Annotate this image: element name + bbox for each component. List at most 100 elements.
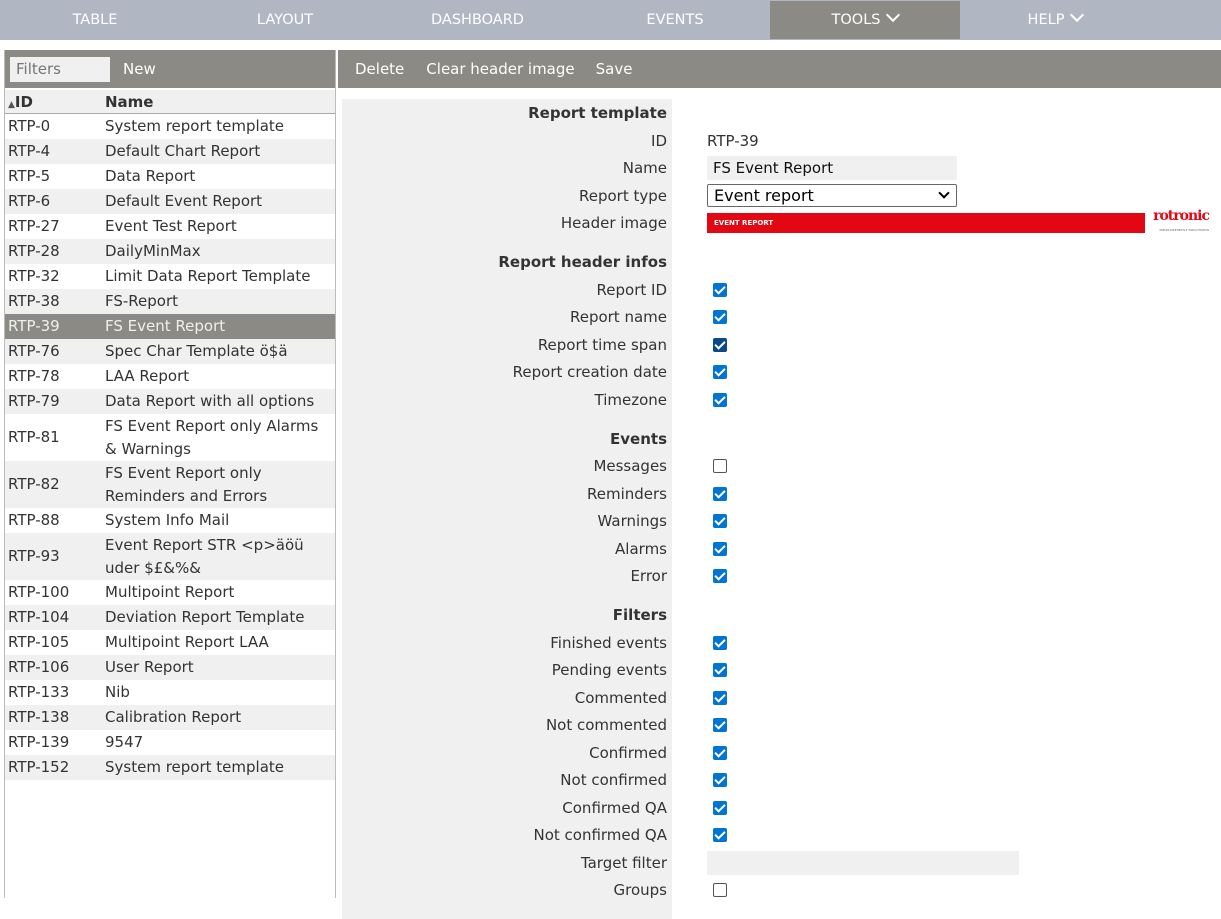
list-item[interactable]: RTP-39 FS Event Report: [5, 314, 335, 339]
list-item-name: Deviation Report Template: [105, 608, 305, 627]
template-list-panel: New ▲ID Name RTP-0 System report template…: [4, 50, 336, 898]
list-item-id: RTP-100: [8, 583, 70, 602]
list-item[interactable]: RTP-0 System report template: [5, 114, 335, 139]
report-type-select[interactable]: Event report: [707, 184, 957, 208]
nav-table[interactable]: TABLE: [72, 12, 118, 28]
timezone-checkbox[interactable]: [713, 392, 727, 407]
list-item[interactable]: RTP-82 FS Event Report only Reminders and…: [5, 461, 335, 508]
report-name-label: Report name: [569, 308, 667, 327]
filter-input[interactable]: [10, 56, 110, 82]
list-item-name: Data Report with all options: [105, 392, 315, 411]
label-column-background: [342, 99, 672, 919]
column-id-header[interactable]: ▲ID: [5, 90, 105, 113]
reminders-label: Reminders: [587, 484, 667, 503]
list-item[interactable]: RTP-4 Default Chart Report: [5, 139, 335, 164]
list-item-name: 9547: [105, 733, 144, 752]
list-item-name: Nib: [105, 683, 130, 702]
report-creation-date-checkbox[interactable]: [713, 365, 727, 380]
not-confirmed-qa-label: Not confirmed QA: [533, 826, 667, 845]
list-item[interactable]: RTP-139 9547: [5, 730, 335, 755]
list-item-name: LAA Report: [105, 367, 190, 386]
list-item-id: RTP-32: [8, 267, 60, 286]
list-item[interactable]: RTP-105 Multipoint Report LAA: [5, 630, 335, 655]
list-item[interactable]: RTP-100 Multipoint Report: [5, 580, 335, 605]
new-button[interactable]: New: [123, 60, 156, 78]
list-item-name: User Report: [105, 658, 194, 677]
top-nav: TABLE LAYOUT DASHBOARD EVENTS TOOLS HELP: [0, 0, 1221, 40]
list-header: ▲ID Name: [5, 90, 335, 114]
template-form: Report template ID RTP-39 Name Report typ…: [342, 99, 1221, 919]
not-confirmed-checkbox[interactable]: [713, 773, 727, 788]
list-item[interactable]: RTP-88 System Info Mail: [5, 508, 335, 533]
list-item-id: RTP-81: [8, 428, 60, 447]
delete-button[interactable]: Delete: [355, 60, 405, 78]
list-item-name: Calibration Report: [105, 708, 242, 727]
list-item-name: Default Event Report: [105, 192, 263, 211]
nav-layout[interactable]: LAYOUT: [256, 12, 314, 28]
list-item[interactable]: RTP-152 System report template: [5, 755, 335, 780]
list-item[interactable]: RTP-38 FS-Report: [5, 289, 335, 314]
list-item-id: RTP-106: [8, 658, 70, 677]
list-item-id: RTP-5: [8, 167, 51, 186]
name-input[interactable]: [707, 156, 957, 181]
alarms-checkbox[interactable]: [713, 541, 727, 556]
list-item[interactable]: RTP-106 User Report: [5, 655, 335, 680]
nav-events[interactable]: EVENTS: [646, 12, 704, 28]
list-item[interactable]: RTP-6 Default Event Report: [5, 189, 335, 214]
report-name-checkbox[interactable]: [713, 310, 727, 325]
groups-checkbox[interactable]: [713, 883, 727, 898]
not-commented-checkbox[interactable]: [713, 718, 727, 733]
list-item-id: RTP-4: [8, 142, 51, 161]
list-item-name: Default Chart Report: [105, 142, 261, 161]
list-item-name: Spec Char Template ö$ä: [105, 342, 288, 361]
list-item-id: RTP-76: [8, 342, 60, 361]
reminders-checkbox[interactable]: [713, 486, 727, 501]
list-item[interactable]: RTP-81 FS Event Report only Alarms & Warn…: [5, 414, 335, 461]
list-item[interactable]: RTP-32 Limit Data Report Template: [5, 264, 335, 289]
not-confirmed-qa-checkbox[interactable]: [713, 828, 727, 843]
commented-checkbox[interactable]: [713, 690, 727, 705]
error-checkbox[interactable]: [713, 569, 727, 584]
logo-subtext: MEASUREMENT SOLUTIONS: [1159, 228, 1209, 233]
list-item-name: Event Report STR <p>äöü uder $£&%&: [105, 536, 304, 577]
target-filter-input[interactable]: [707, 850, 1019, 875]
column-name-header[interactable]: Name: [105, 93, 154, 111]
header-image-banner: EVENT REPORT: [707, 213, 1146, 234]
nav-dashboard[interactable]: DASHBOARD: [431, 12, 524, 28]
header-image: EVENT REPORT rotronic MEASUREMENT SOLUTION…: [707, 209, 1210, 234]
save-button[interactable]: Save: [595, 60, 633, 78]
messages-checkbox[interactable]: [713, 459, 727, 474]
list-item-id: RTP-39: [8, 317, 60, 336]
list-item-name: FS Event Report only Alarms & Warnings: [105, 417, 319, 458]
list-item[interactable]: RTP-28 DailyMinMax: [5, 239, 335, 264]
confirmed-qa-checkbox[interactable]: [713, 800, 727, 815]
confirmed-label: Confirmed: [589, 743, 667, 762]
list-item[interactable]: RTP-133 Nib: [5, 680, 335, 705]
finished-events-checkbox[interactable]: [713, 635, 727, 650]
confirmed-checkbox[interactable]: [713, 745, 727, 760]
list-item[interactable]: RTP-27 Event Test Report: [5, 214, 335, 239]
name-label: Name: [622, 159, 667, 178]
list-item[interactable]: RTP-76 Spec Char Template ö$ä: [5, 339, 335, 364]
list-item[interactable]: RTP-104 Deviation Report Template: [5, 605, 335, 630]
list-item[interactable]: RTP-93 Event Report STR <p>äöü uder $£&%&: [5, 533, 335, 580]
clear-header-image-button[interactable]: Clear header image: [426, 60, 575, 78]
report-id-checkbox[interactable]: [713, 282, 727, 297]
warnings-checkbox[interactable]: [713, 514, 727, 529]
pending-events-label: Pending events: [551, 661, 667, 680]
list-item-id: RTP-6: [8, 192, 51, 211]
nav-help[interactable]: HELP: [960, 0, 1150, 40]
report-time-span-checkbox[interactable]: [713, 337, 727, 352]
list-item[interactable]: RTP-78 LAA Report: [5, 364, 335, 389]
list-item[interactable]: RTP-79 Data Report with all options: [5, 389, 335, 414]
chevron-down-icon: [938, 187, 950, 199]
list-item-id: RTP-38: [8, 292, 60, 311]
list-item[interactable]: RTP-138 Calibration Report: [5, 705, 335, 730]
list-item[interactable]: RTP-5 Data Report: [5, 164, 335, 189]
list-item-id: RTP-105: [8, 633, 70, 652]
nav-tools[interactable]: TOOLS: [770, 1, 960, 39]
report-id-label: Report ID: [596, 280, 667, 299]
pending-events-checkbox[interactable]: [713, 663, 727, 678]
list-item-name: System report template: [105, 117, 284, 136]
list-item-id: RTP-28: [8, 242, 60, 261]
